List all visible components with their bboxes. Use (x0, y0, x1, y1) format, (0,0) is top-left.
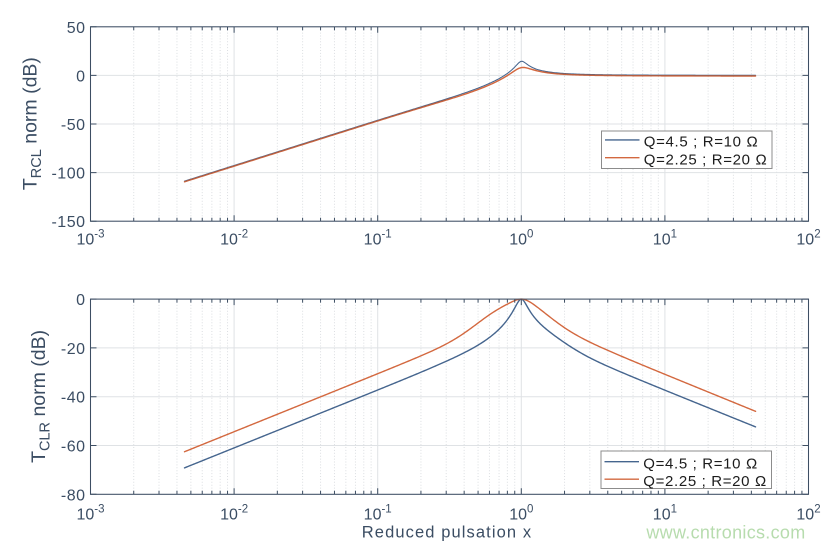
svg-text:-150: -150 (51, 214, 85, 231)
svg-text:-50: -50 (61, 117, 86, 134)
svg-text:www.cntronics.com: www.cntronics.com (645, 523, 805, 543)
svg-text:Q=2.25 ; R=20 Ω: Q=2.25 ; R=20 Ω (643, 473, 767, 490)
svg-text:Reduced pulsation x: Reduced pulsation x (362, 524, 532, 542)
svg-text:Q=4.5 ; R=10 Ω: Q=4.5 ; R=10 Ω (643, 455, 758, 472)
svg-text:-60: -60 (61, 439, 86, 456)
svg-text:-80: -80 (61, 487, 86, 504)
svg-text:50: 50 (67, 20, 86, 37)
svg-text:0: 0 (76, 68, 85, 85)
svg-text:-20: -20 (61, 341, 86, 358)
svg-text:0: 0 (76, 292, 85, 309)
svg-text:Q=2.25 ; R=20 Ω: Q=2.25 ; R=20 Ω (644, 151, 768, 168)
svg-text:-40: -40 (61, 390, 86, 407)
svg-text:Q=4.5 ; R=10 Ω: Q=4.5 ; R=10 Ω (644, 134, 759, 151)
svg-text:-100: -100 (51, 166, 85, 183)
